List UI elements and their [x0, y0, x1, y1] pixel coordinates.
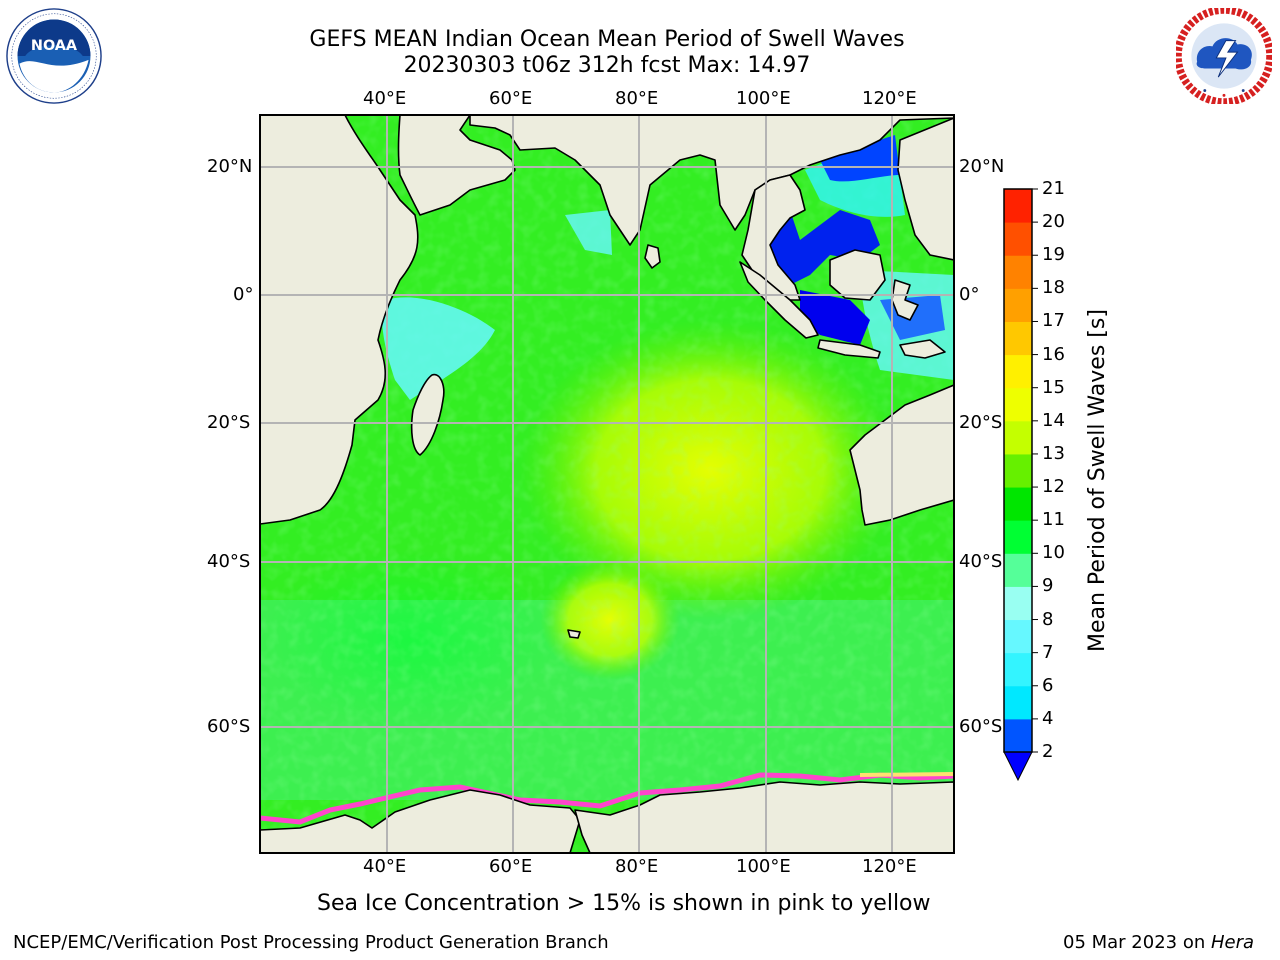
footer-date-text: 05 Mar 2023 on	[1063, 932, 1211, 953]
map-frame	[259, 114, 955, 854]
colorbar-segment	[1004, 619, 1032, 654]
colorbar-tick-label: 16	[1042, 343, 1065, 365]
lon-label-top-120e: 120°E	[862, 88, 917, 109]
colorbar-segment	[1004, 652, 1032, 687]
footer-credit: NCEP/EMC/Verification Post Processing Pr…	[13, 932, 609, 953]
colorbar-segments	[1004, 189, 1032, 753]
graticule	[260, 115, 954, 853]
lat-label-right-0: 0°	[959, 284, 980, 305]
lat-label-left-40s: 40°S	[207, 551, 251, 572]
lat-label-right-60s: 60°S	[959, 716, 1003, 737]
antarctica-west	[260, 789, 581, 853]
lat-label-right-20n: 20°N	[959, 156, 1005, 177]
map-plot-area	[260, 115, 954, 853]
colorbar-segment	[1004, 520, 1032, 554]
landmasses	[260, 115, 954, 853]
colorbar-segment	[1004, 487, 1032, 521]
colorbar-tick-label: 12	[1042, 476, 1065, 498]
australia	[849, 384, 954, 526]
colorbar-tick-label: 14	[1042, 409, 1065, 431]
blue-zone-scs-north	[820, 135, 900, 182]
colorbar-tick-label: 21	[1042, 178, 1065, 199]
colorbar-tick-label: 2	[1042, 741, 1054, 762]
sea-ice-note: Sea Ice Concentration > 15% is shown in …	[317, 891, 931, 916]
lat-label-right-40s: 40°S	[959, 551, 1003, 572]
sea-ice-edge	[260, 772, 954, 825]
colorbar-tick-label: 15	[1042, 376, 1065, 398]
colorbar-segment	[1004, 718, 1032, 753]
madagascar	[410, 373, 445, 456]
colorbar-tick-label: 17	[1042, 310, 1065, 332]
java	[817, 339, 881, 359]
cyan-zone-somalia	[382, 297, 495, 400]
blue-zone-gulf-of-thailand	[765, 210, 880, 285]
colorbar-title: Mean Period of Swell Waves [s]	[1085, 309, 1110, 652]
lon-label-bottom-40e: 40°E	[363, 856, 407, 877]
footer-date: 05 Mar 2023 on Hera	[1063, 932, 1254, 953]
lesser-sunda	[899, 339, 946, 359]
colorbar-segment	[1004, 222, 1032, 256]
colorbar-tick-label: 8	[1042, 608, 1054, 630]
lat-label-left-0: 0°	[233, 284, 254, 305]
south-asia	[469, 115, 954, 246]
colorbar-tick-label: 18	[1042, 277, 1065, 299]
noaa-logo-text: NOAA	[31, 38, 78, 54]
colorbar-segment	[1004, 553, 1032, 587]
sri-lanka	[644, 244, 661, 269]
colorbar-tick-label: 7	[1042, 641, 1054, 663]
lat-label-right-20s: 20°S	[959, 412, 1003, 433]
borneo	[829, 249, 886, 301]
lon-label-top-60e: 60°E	[489, 88, 533, 109]
lon-label-bottom-120e: 120°E	[862, 856, 917, 877]
lat-label-left-20n: 20°N	[207, 156, 253, 177]
lon-label-bottom-80e: 80°E	[615, 856, 659, 877]
lon-label-top-40e: 40°E	[363, 88, 407, 109]
colorbar-segment	[1004, 189, 1032, 223]
cyan-zone-arabian	[565, 210, 612, 255]
colorbar-segment	[1004, 453, 1032, 488]
sea-ice-yellow	[859, 772, 954, 777]
indochina	[741, 174, 806, 301]
colorbar-segment	[1004, 685, 1032, 720]
antarctica-east	[574, 781, 954, 853]
philippines-region	[897, 117, 954, 261]
lon-label-bottom-100e: 100°E	[736, 856, 791, 877]
colorbar-under-extension	[1003, 751, 1033, 782]
blue-zone-java-sea	[800, 290, 870, 345]
colorbar-segment	[1004, 420, 1032, 455]
colorbar-ticks	[1032, 188, 1038, 753]
map-subtitle: 20230303 t06z 312h fcst Max: 14.97	[403, 53, 811, 78]
colorbar-frame	[1003, 188, 1033, 753]
colorbar-tick-label: 9	[1042, 575, 1054, 597]
lon-label-top-80e: 80°E	[615, 88, 659, 109]
colorbar-tick-label: 10	[1042, 542, 1065, 564]
lat-label-left-20s: 20°S	[207, 412, 251, 433]
kerguelen	[567, 629, 581, 639]
footer-machine: Hera	[1210, 932, 1255, 953]
colorbar-tick-label: 6	[1042, 674, 1054, 696]
colorbar-segment	[1004, 354, 1032, 389]
colorbar-segment	[1004, 255, 1032, 289]
colorbar-segment	[1004, 288, 1032, 322]
map-title: GEFS MEAN Indian Ocean Mean Period of Sw…	[309, 27, 905, 52]
colorbar-tick-label: 13	[1042, 442, 1065, 464]
colorbar-tick-label: 4	[1042, 707, 1054, 729]
colorbar-segment	[1004, 321, 1032, 356]
colorbar-tick-label: 11	[1042, 509, 1065, 531]
colorbar-tick-label: 19	[1042, 244, 1065, 266]
nws-logo	[1176, 8, 1272, 104]
colorbar-tick-label: 20	[1042, 211, 1065, 233]
lon-label-bottom-60e: 60°E	[489, 856, 533, 877]
colorbar-segment	[1004, 586, 1032, 621]
sumatra	[739, 261, 819, 339]
colorbar-segment	[1004, 387, 1032, 422]
noaa-logo: NOAA	[6, 8, 102, 104]
lon-label-top-100e: 100°E	[736, 88, 791, 109]
lat-label-left-60s: 60°S	[207, 716, 251, 737]
